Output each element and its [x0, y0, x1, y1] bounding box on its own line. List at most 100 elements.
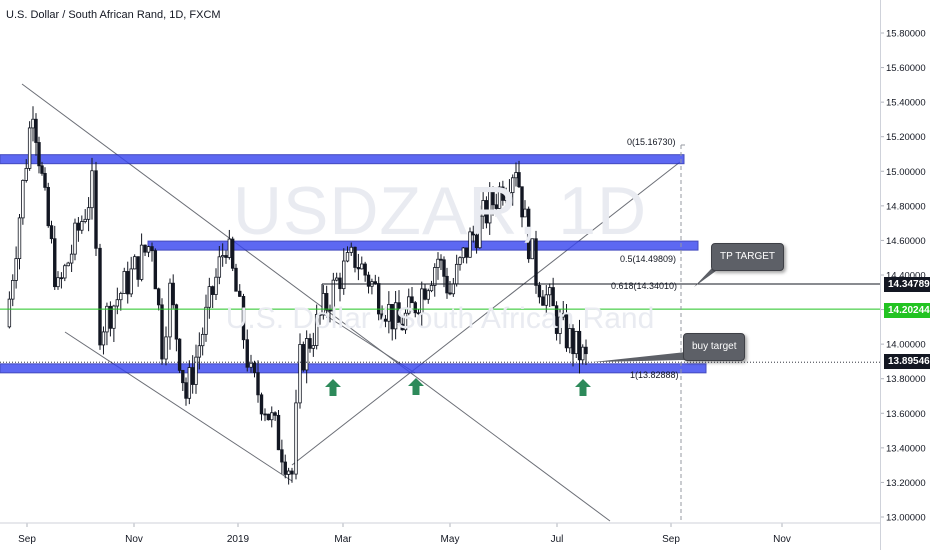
candle-down [174, 304, 179, 340]
candle-up [458, 257, 462, 265]
zone-resistance [0, 154, 685, 165]
candle-down [501, 186, 505, 201]
candle-down [537, 284, 542, 298]
candle-down [273, 412, 277, 416]
candle-up [56, 277, 60, 288]
trend-line-ascending-long [291, 161, 681, 466]
candle-up [27, 127, 32, 169]
candle-up [507, 192, 512, 196]
candle-down [464, 247, 469, 258]
candle-down [551, 287, 555, 307]
candle-down [526, 208, 531, 260]
candle-up [454, 263, 459, 285]
candle-down [210, 286, 215, 295]
candle-up [187, 367, 192, 399]
candle-down [184, 382, 188, 399]
candle-up [200, 333, 205, 347]
candle-down [53, 238, 57, 288]
candle-down [571, 328, 575, 355]
candle-up [168, 282, 172, 338]
candle-down [263, 413, 267, 416]
candle-down [554, 305, 559, 334]
candle-up [115, 299, 120, 307]
zone-support [0, 363, 707, 374]
candle-down [76, 222, 81, 231]
candle-down [471, 231, 475, 236]
candle-up [249, 362, 253, 368]
candle-up [345, 252, 350, 262]
candle-up [574, 330, 578, 355]
candle-down [373, 281, 378, 284]
candle-up [331, 279, 336, 312]
x-tick-label: Sep [662, 534, 680, 545]
candle-up [511, 177, 515, 194]
candle-up [69, 253, 74, 264]
candle-up [468, 231, 472, 258]
candle-down [318, 313, 322, 316]
candle-up [393, 302, 398, 330]
green-up-arrow-icon [408, 378, 424, 395]
candle-down [266, 413, 271, 421]
candle-up [360, 263, 364, 270]
x-tick-label: Sep [18, 534, 36, 545]
candle-down [40, 165, 44, 174]
candle-down [353, 246, 357, 268]
candle-down [259, 394, 264, 415]
trend-line-descending-short [321, 312, 416, 374]
candle-up [558, 316, 562, 334]
candle-down [577, 330, 582, 361]
candle-down [283, 461, 287, 475]
candle-group [7, 106, 588, 485]
candle-up [204, 306, 208, 335]
candle-up [270, 412, 274, 421]
candle-down [584, 346, 588, 355]
candle-down [256, 372, 260, 396]
candle-down [301, 344, 306, 371]
candle-up [194, 356, 198, 385]
candle-up [14, 258, 18, 281]
candle-down [37, 142, 41, 167]
candle-down [143, 244, 147, 253]
candle-down [177, 338, 182, 371]
price-badge-13-89546: 13.89546 [884, 354, 930, 369]
y-tick-label: 14.00000 [886, 340, 926, 351]
candle-down [517, 172, 521, 188]
tp-target-pointer [694, 268, 720, 287]
x-tick-label: Jul [551, 534, 564, 545]
candle-down [43, 172, 47, 188]
y-tick-label: 15.00000 [886, 167, 926, 178]
candle-down [338, 277, 342, 290]
candle-up [112, 305, 116, 329]
candle-up [31, 118, 35, 129]
candle-up [90, 170, 94, 209]
y-tick-label: 15.20000 [886, 132, 926, 143]
candle-down [241, 296, 246, 341]
candle-down [98, 247, 102, 346]
candle-down [413, 302, 417, 314]
candle-up [433, 267, 437, 286]
candle-down [484, 200, 489, 224]
candle-up [122, 271, 126, 294]
candle-up [514, 172, 518, 179]
fib-label-0618: 0.618(14.34010) [611, 281, 678, 291]
candle-down [324, 293, 329, 311]
candle-up [387, 304, 391, 322]
candle-up [83, 218, 87, 222]
y-tick-label: 15.80000 [886, 28, 926, 39]
candle-down [356, 267, 361, 270]
candle-down [400, 323, 404, 331]
price-badge-14-34789: 14.34789 [884, 277, 930, 292]
candle-up [214, 276, 218, 295]
y-tick-label: 13.00000 [886, 513, 926, 524]
candle-up [207, 286, 212, 308]
candle-down [276, 414, 281, 451]
buy-target-callout[interactable]: buy target [683, 333, 746, 361]
candle-up [80, 221, 84, 231]
tp-target-callout[interactable]: TP TARGET [711, 243, 785, 271]
candle-down [34, 118, 38, 143]
candle-down [416, 312, 421, 315]
green-up-arrow-icon [575, 379, 591, 396]
candle-down [150, 246, 154, 252]
candle-up [11, 280, 15, 300]
